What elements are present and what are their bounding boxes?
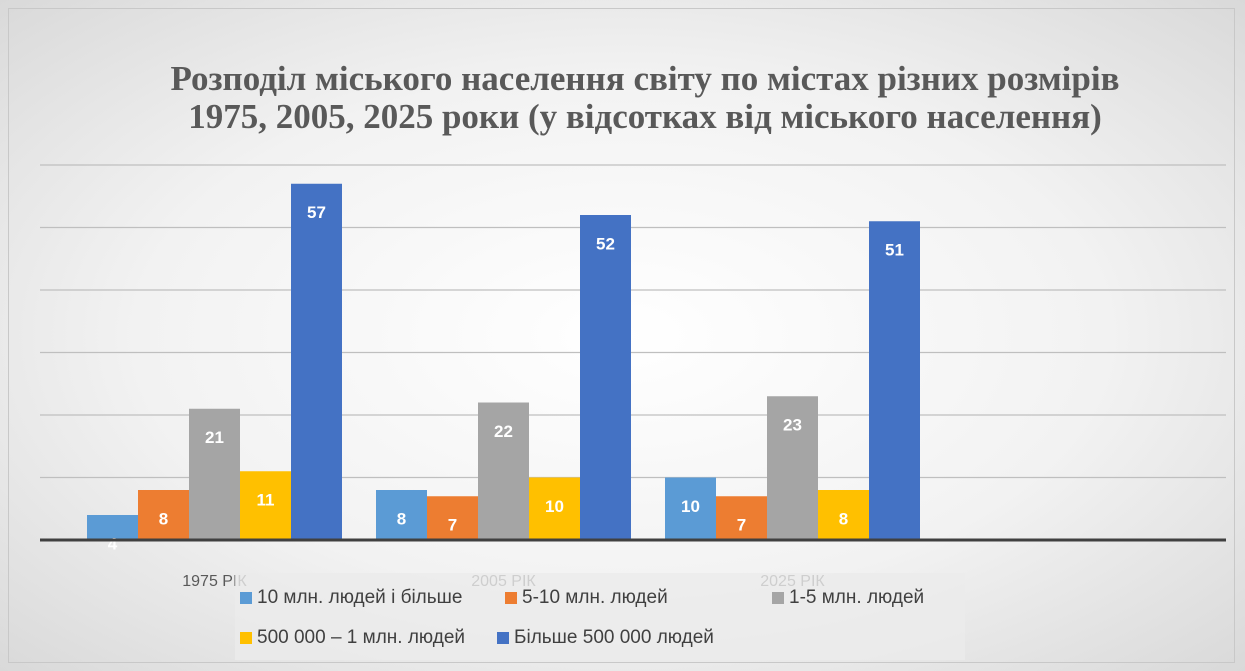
data-label: 23 bbox=[783, 416, 802, 435]
legend-label: 500 000 – 1 млн. людей bbox=[257, 627, 466, 648]
bar bbox=[767, 396, 818, 540]
bar bbox=[138, 490, 189, 540]
bar bbox=[818, 490, 869, 540]
data-label: 8 bbox=[839, 509, 848, 528]
bar bbox=[240, 471, 291, 540]
chart-title: Розподіл міського населення світу по міс… bbox=[170, 59, 1120, 136]
data-label: 57 bbox=[307, 203, 326, 222]
data-label: 10 bbox=[681, 497, 700, 516]
data-label: 11 bbox=[257, 491, 275, 510]
data-label: 8 bbox=[397, 509, 406, 528]
bar bbox=[291, 183, 342, 540]
legend-label: 1-5 млн. людей bbox=[789, 587, 925, 608]
bar bbox=[665, 477, 716, 540]
legend-label: 10 млн. людей і більше bbox=[257, 587, 463, 608]
bar bbox=[716, 496, 767, 540]
data-label: 22 bbox=[494, 422, 513, 441]
data-label: 7 bbox=[448, 516, 457, 535]
legend-swatch bbox=[240, 632, 252, 644]
legend: 10 млн. людей і більше 5-10 млн. людей 1-5… bbox=[235, 573, 965, 660]
legend-item: 10 млн. людей і більше bbox=[240, 587, 462, 609]
bar bbox=[189, 408, 240, 540]
data-label: 51 bbox=[885, 241, 904, 260]
data-label: 8 bbox=[159, 509, 168, 528]
bar bbox=[529, 477, 580, 540]
legend-label: 5-10 млн. людей bbox=[522, 587, 668, 608]
bar bbox=[478, 402, 529, 540]
bar bbox=[427, 496, 478, 540]
legend-label: Більше 500 000 людей bbox=[514, 627, 714, 648]
data-label: 52 bbox=[596, 234, 615, 253]
data-label: 4 bbox=[108, 534, 118, 553]
data-label: 21 bbox=[205, 428, 224, 447]
bar bbox=[87, 515, 138, 540]
data-label: 10 bbox=[545, 497, 564, 516]
bar bbox=[869, 221, 920, 540]
bar bbox=[376, 490, 427, 540]
legend-swatch bbox=[772, 592, 784, 604]
legend-swatch bbox=[240, 592, 252, 604]
legend-item: 500 000 – 1 млн. людей bbox=[240, 627, 465, 649]
chart-frame bbox=[8, 8, 1235, 663]
bar bbox=[580, 215, 631, 540]
legend-swatch bbox=[497, 632, 509, 644]
legend-item: 5-10 млн. людей bbox=[505, 587, 668, 609]
legend-item: Більше 500 000 людей bbox=[497, 627, 714, 649]
x-tick-label: 1975 РІК bbox=[182, 573, 247, 590]
legend-swatch bbox=[505, 592, 517, 604]
legend-item: 1-5 млн. людей bbox=[772, 587, 924, 609]
data-label: 7 bbox=[737, 516, 746, 535]
